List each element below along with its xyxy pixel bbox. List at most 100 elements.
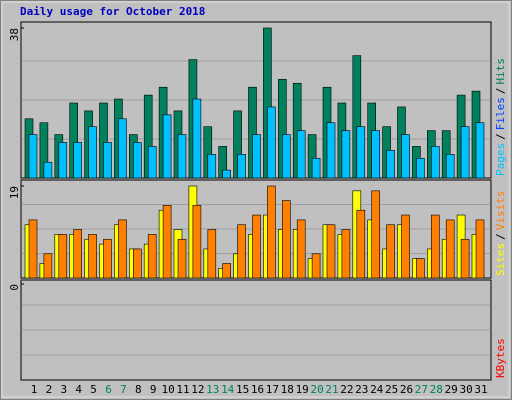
bar bbox=[207, 154, 217, 179]
legend-separator: / bbox=[494, 88, 507, 95]
bar bbox=[207, 229, 217, 279]
x-tick-label: 8 bbox=[135, 383, 142, 396]
bar bbox=[162, 205, 172, 279]
bar bbox=[371, 130, 381, 179]
bar bbox=[118, 118, 127, 179]
bar bbox=[416, 258, 425, 279]
x-tick-label: 21 bbox=[325, 383, 338, 396]
bar bbox=[58, 142, 68, 179]
legend-entry: KBytes bbox=[494, 338, 507, 378]
x-tick-label: 4 bbox=[75, 383, 82, 396]
bar bbox=[401, 214, 410, 279]
bar bbox=[222, 169, 231, 179]
y-tick-label: 38 bbox=[8, 28, 21, 41]
legend: Sites / Visits bbox=[494, 191, 507, 277]
legend-separator: / bbox=[494, 133, 507, 140]
bar bbox=[311, 157, 321, 179]
bar bbox=[28, 219, 38, 279]
legend: Pages / Files / Hits bbox=[494, 58, 507, 176]
bar bbox=[177, 238, 187, 279]
bar bbox=[28, 134, 38, 179]
x-tick-label: 1 bbox=[31, 383, 38, 396]
bar bbox=[103, 142, 112, 179]
bar bbox=[311, 253, 321, 279]
x-tick-label: 15 bbox=[236, 383, 249, 396]
bar bbox=[475, 122, 485, 179]
bar bbox=[460, 238, 470, 279]
bar bbox=[133, 248, 142, 279]
x-tick-label: 20 bbox=[310, 383, 323, 396]
bar bbox=[237, 154, 246, 179]
bar bbox=[341, 229, 351, 279]
bar bbox=[192, 205, 202, 279]
x-tick-label: 22 bbox=[340, 383, 353, 396]
legend-entry: Hits bbox=[494, 58, 507, 85]
bar bbox=[252, 134, 261, 179]
y-tick-label: 19 bbox=[8, 186, 21, 199]
bar bbox=[386, 150, 395, 179]
x-tick-label: 26 bbox=[400, 383, 413, 396]
x-tick-label: 31 bbox=[474, 383, 487, 396]
bar bbox=[267, 106, 276, 179]
bar bbox=[133, 142, 142, 179]
bar bbox=[118, 219, 127, 279]
x-tick-label: 30 bbox=[459, 383, 472, 396]
bar bbox=[371, 190, 381, 279]
x-tick-label: 14 bbox=[221, 383, 235, 396]
bar bbox=[401, 134, 410, 179]
bar bbox=[222, 263, 231, 279]
bar bbox=[475, 219, 485, 279]
bar bbox=[43, 161, 53, 179]
bar bbox=[430, 146, 440, 179]
x-tick-label: 29 bbox=[445, 383, 458, 396]
x-tick-label: 24 bbox=[370, 383, 384, 396]
x-tick-label: 18 bbox=[281, 383, 294, 396]
bar bbox=[445, 219, 455, 279]
bar bbox=[356, 209, 366, 279]
bar bbox=[58, 234, 68, 279]
bar bbox=[192, 98, 202, 179]
x-tick-label: 6 bbox=[105, 383, 112, 396]
x-tick-label: 7 bbox=[120, 383, 127, 396]
x-tick-label: 2 bbox=[46, 383, 53, 396]
bar bbox=[147, 146, 157, 179]
x-tick-label: 12 bbox=[191, 383, 204, 396]
x-tick-label: 9 bbox=[150, 383, 157, 396]
bar bbox=[237, 224, 246, 279]
legend-entry: Files bbox=[494, 97, 507, 130]
bar bbox=[341, 130, 351, 179]
y-tick-label: 0 bbox=[8, 284, 21, 291]
bar bbox=[267, 185, 276, 279]
bar bbox=[296, 130, 306, 179]
bar bbox=[326, 122, 336, 179]
bar bbox=[296, 219, 306, 279]
legend-entry: Visits bbox=[494, 191, 507, 231]
x-tick-label: 11 bbox=[176, 383, 189, 396]
bar bbox=[445, 154, 455, 179]
bar bbox=[460, 126, 470, 179]
legend: KBytes bbox=[494, 338, 507, 378]
bar bbox=[103, 238, 112, 279]
x-tick-label: 10 bbox=[161, 383, 174, 396]
bar bbox=[252, 214, 261, 279]
x-tick-label: 17 bbox=[266, 383, 279, 396]
bar bbox=[430, 214, 440, 279]
bar bbox=[162, 114, 172, 179]
legend-entry: Pages bbox=[494, 143, 507, 176]
x-tick-label: 23 bbox=[355, 383, 368, 396]
x-tick-label: 13 bbox=[206, 383, 219, 396]
bar bbox=[88, 126, 97, 179]
bar bbox=[73, 142, 82, 179]
x-tick-label: 27 bbox=[415, 383, 428, 396]
bar bbox=[88, 234, 97, 279]
x-tick-label: 19 bbox=[296, 383, 309, 396]
bar bbox=[386, 224, 395, 279]
bar bbox=[73, 229, 82, 279]
bar bbox=[147, 234, 157, 279]
bar bbox=[177, 134, 187, 179]
bar bbox=[356, 126, 366, 179]
x-tick-label: 25 bbox=[385, 383, 398, 396]
legend-separator: / bbox=[494, 233, 507, 240]
